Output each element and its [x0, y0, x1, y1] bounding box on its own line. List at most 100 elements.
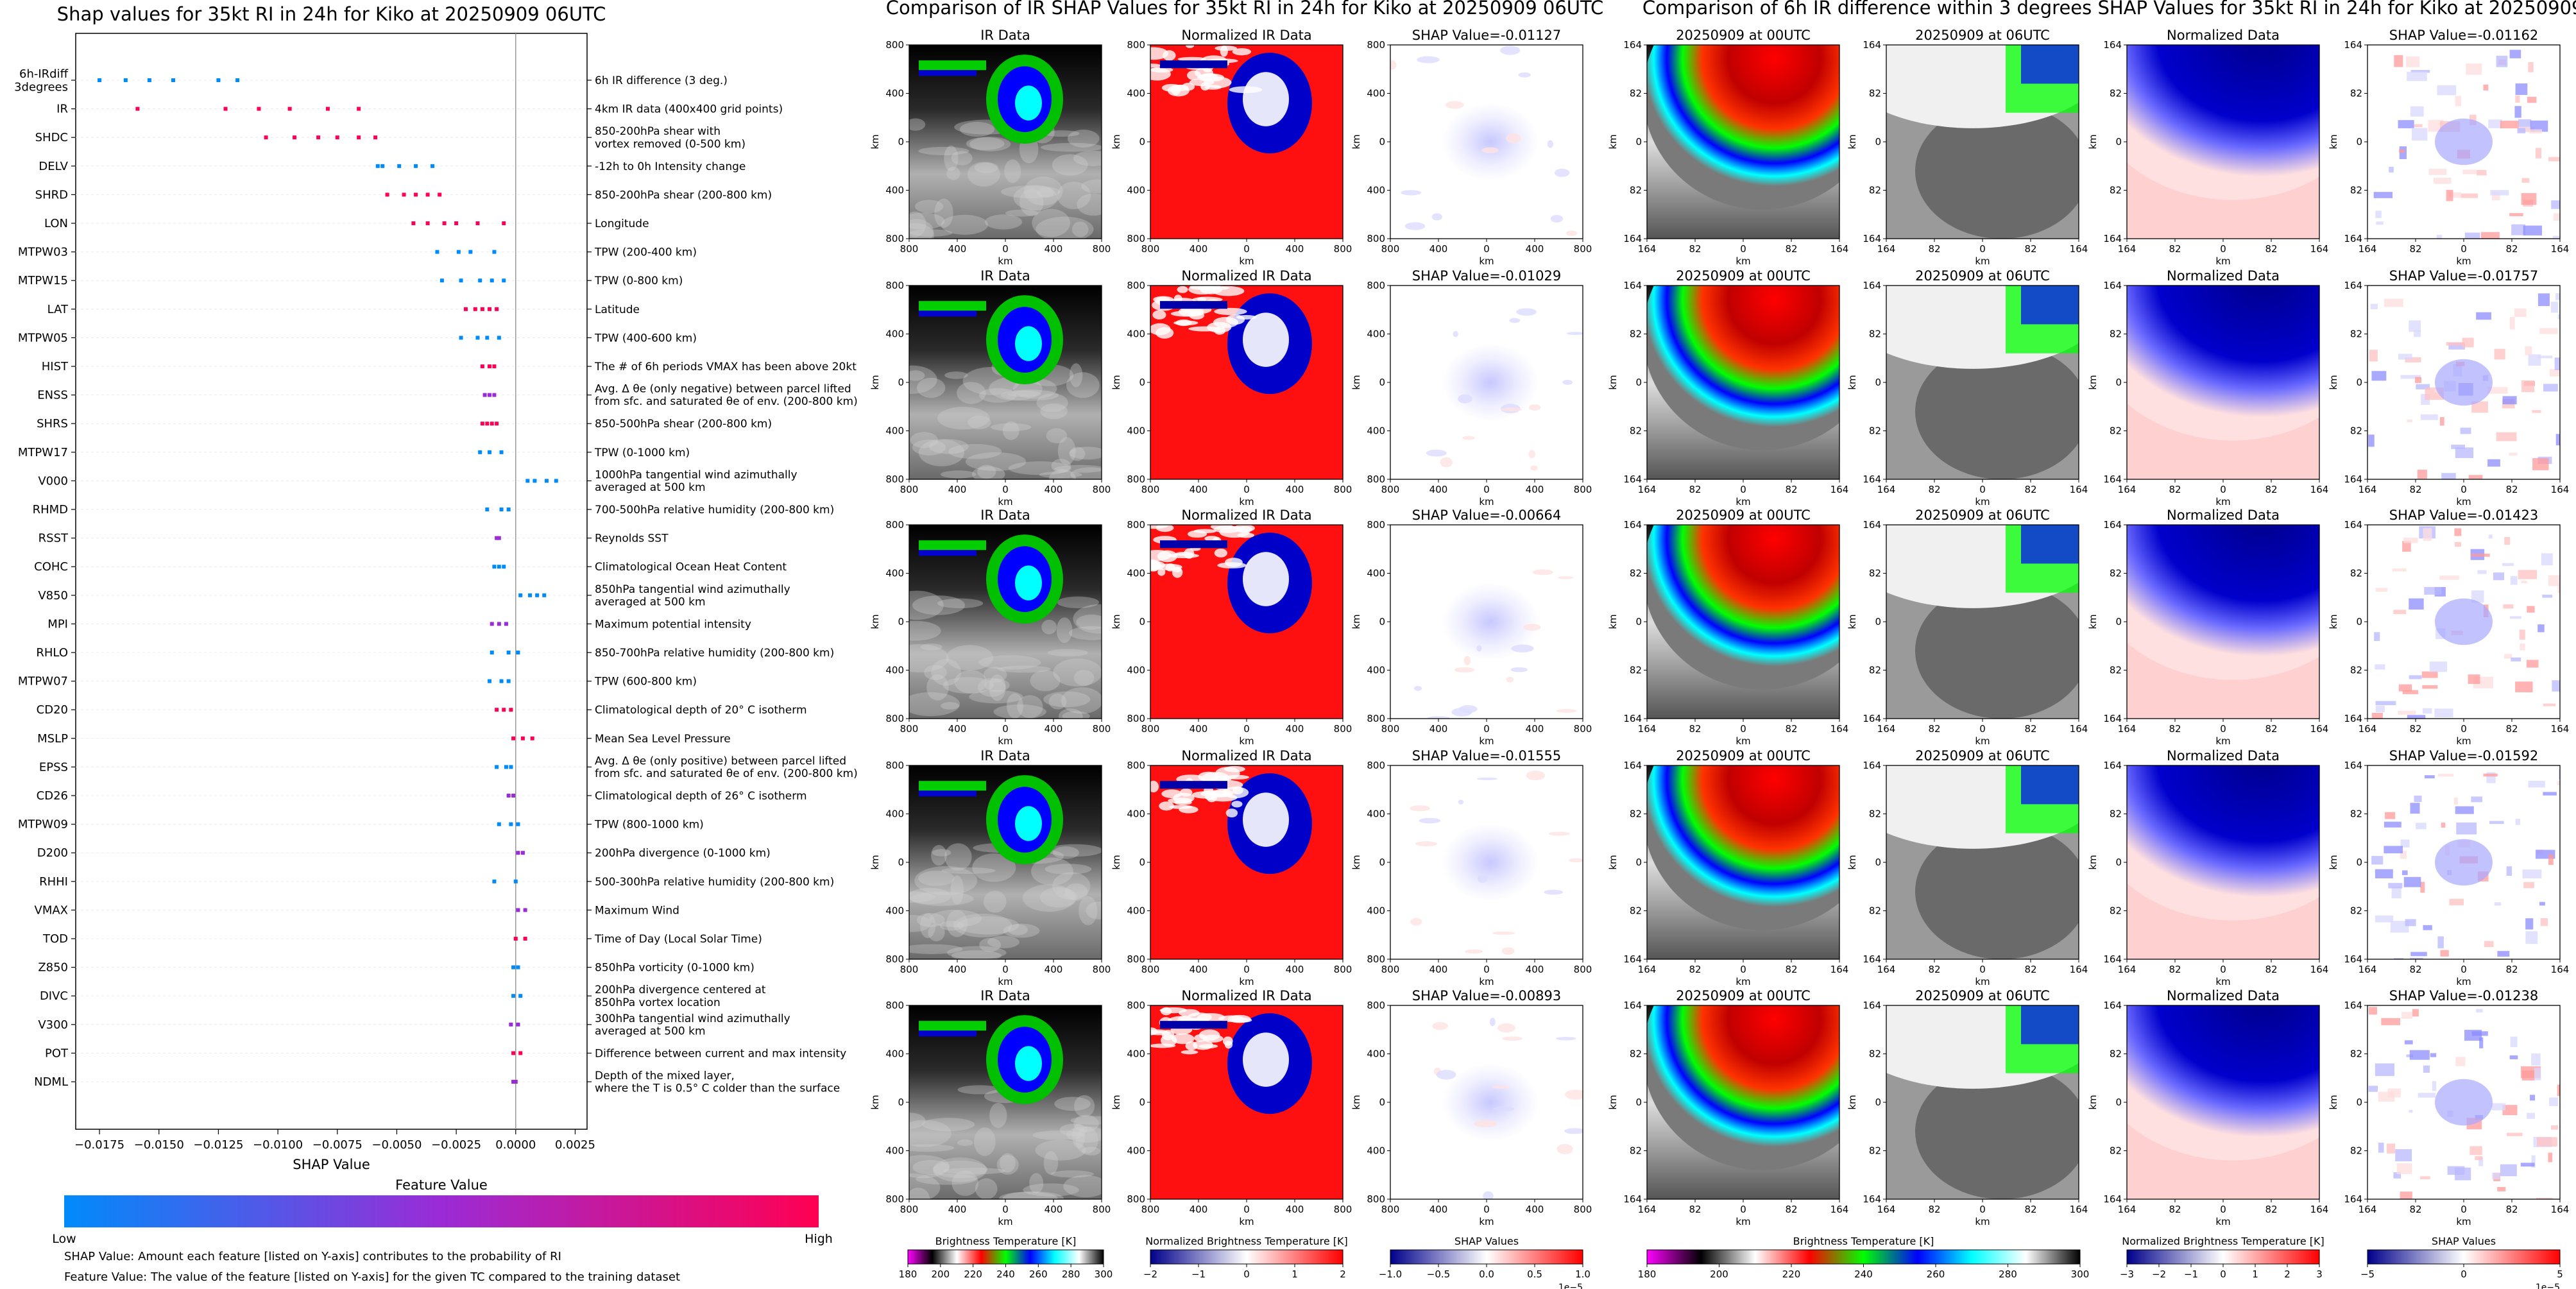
- shap-point: [518, 994, 523, 998]
- x-tick-label: 0: [2461, 964, 2467, 975]
- x-tick-label: 800: [1334, 243, 1352, 255]
- map-title: Normalized Data: [2167, 748, 2280, 764]
- shap-point: [488, 679, 492, 683]
- y-axis-label: km: [2087, 855, 2099, 869]
- feature-code-label: RSST: [38, 532, 69, 545]
- x-tick-label: 400: [1286, 964, 1304, 975]
- shap-point: [509, 1022, 513, 1027]
- y-axis-label: km: [1607, 1095, 1619, 1109]
- y-tick-label: 0: [1379, 616, 1385, 627]
- shap-point: [495, 765, 499, 769]
- y-tick-label: 400: [1127, 905, 1145, 917]
- y-tick-label: 400: [885, 568, 904, 579]
- shap-point: [535, 593, 540, 597]
- colorbar-gradient: [1390, 1249, 1583, 1265]
- y-tick-label: 800: [885, 1000, 904, 1011]
- y-tick-label: 82: [2110, 1145, 2122, 1157]
- feature-description: 850-700hPa relative humidity (200-800 km…: [595, 647, 834, 660]
- y-tick-label: 82: [2350, 568, 2362, 579]
- map-panel: 20250909 at 00UTC1641648282008282164164k…: [1607, 988, 1849, 1227]
- y-tick-label: 400: [885, 1048, 904, 1060]
- y-tick-label: 0: [2115, 616, 2122, 627]
- shap-point: [506, 794, 511, 798]
- x-tick-label: 164: [2070, 964, 2088, 975]
- map-panel: SHAP Value=-0.01238164164828200828216416…: [2328, 988, 2569, 1227]
- x-axis-label: km: [998, 976, 1012, 987]
- y-tick-label: 400: [885, 88, 904, 99]
- feature-code-label: RHLO: [36, 646, 68, 660]
- map-panel: Normalized Data1641648282008282164164kmk…: [2087, 508, 2328, 747]
- y-axis-label: km: [2328, 855, 2339, 869]
- map-panel: Normalized Data1641648282008282164164kmk…: [2087, 28, 2328, 267]
- x-tick-label: −0.0175: [74, 1138, 124, 1152]
- x-axis-label: km: [2456, 255, 2471, 267]
- map-title: Normalized IR Data: [1181, 268, 1311, 284]
- x-tick-label: 164: [2118, 723, 2137, 735]
- y-tick-label: 164: [1863, 39, 1881, 51]
- map-image: [1886, 765, 2079, 959]
- y-tick-label: 800: [1367, 1193, 1385, 1205]
- x-axis-label: km: [2215, 1216, 2230, 1227]
- feature-code-label: NDML: [34, 1075, 68, 1089]
- x-tick-label: 82: [1928, 243, 1940, 255]
- y-tick-label: 164: [2103, 713, 2122, 724]
- feature-description: The # of 6h periods VMAX has been above …: [594, 361, 857, 373]
- x-tick-label: 800: [1574, 1204, 1592, 1215]
- y-tick-label: 400: [1367, 665, 1385, 676]
- y-axis-label: km: [869, 134, 881, 149]
- shap-point: [459, 336, 463, 340]
- x-tick-label: 800: [1141, 1204, 1160, 1215]
- map-panel: Normalized IR Data8008004004000040040080…: [1111, 28, 1352, 267]
- y-tick-label: 164: [2344, 519, 2362, 531]
- x-tick-label: 164: [2551, 964, 2570, 975]
- feature-description: Time of Day (Local Solar Time): [594, 933, 762, 946]
- map-title: Normalized Data: [2167, 268, 2280, 284]
- y-tick-label: 800: [885, 953, 904, 965]
- y-tick-label: 164: [2344, 953, 2362, 965]
- colorbar-tick-label: 2: [2284, 1268, 2290, 1280]
- x-tick-label: 400: [1429, 484, 1448, 495]
- map-image: [2367, 286, 2560, 479]
- colorbar-tick-label: 200: [1710, 1268, 1728, 1280]
- x-tick-label: 164: [2358, 964, 2377, 975]
- x-tick-label: 0.0000: [495, 1138, 536, 1152]
- x-tick-label: 82: [1785, 964, 1797, 975]
- shap-point: [216, 78, 221, 82]
- shap-point: [513, 937, 518, 941]
- feature-description: Avg. Δ θe (only positive) between parcel…: [595, 755, 858, 780]
- x-tick-label: 400: [948, 484, 967, 495]
- y-axis-label: km: [1111, 614, 1122, 629]
- feature-code-label: MTPW05: [18, 331, 68, 345]
- y-tick-label: 400: [885, 665, 904, 676]
- y-tick-label: 400: [1127, 329, 1145, 340]
- x-tick-label: 164: [1830, 1204, 1849, 1215]
- feature-code-label: EPSS: [39, 760, 68, 774]
- feature-description: 850hPa tangential wind azimuthally averag…: [595, 583, 790, 609]
- y-tick-label: 164: [2344, 280, 2362, 291]
- feature-code-label: IR: [56, 103, 68, 116]
- y-tick-label: 0: [2356, 616, 2362, 627]
- shap-point: [488, 393, 492, 397]
- x-tick-label: 164: [1638, 964, 1657, 975]
- y-tick-label: 0: [898, 377, 904, 388]
- shap-point: [357, 107, 361, 111]
- shap-point: [431, 164, 435, 168]
- colorbar: Brightness Temperature [K] 180 200 220 240 26…: [899, 1235, 1113, 1280]
- shap-point: [316, 135, 321, 140]
- x-tick-label: 164: [2358, 723, 2377, 735]
- y-tick-label: 164: [1623, 280, 1642, 291]
- y-tick-label: 0: [1635, 377, 1642, 388]
- x-axis-label: km: [2456, 1216, 2471, 1227]
- y-tick-label: 800: [1367, 713, 1385, 724]
- x-tick-label: 164: [2551, 484, 2570, 495]
- y-tick-label: 0: [1379, 136, 1385, 148]
- shap-summary-plot: Shap values for 35kt RI in 24h for Kiko …: [14, 3, 858, 1284]
- map-image: [2367, 1005, 2560, 1199]
- x-tick-label: 0: [1002, 1204, 1009, 1215]
- x-tick-label: 400: [1190, 723, 1208, 735]
- x-tick-label: 800: [1093, 484, 1111, 495]
- y-tick-label: 82: [2350, 808, 2362, 820]
- shap-point: [123, 78, 128, 82]
- x-tick-label: 82: [2409, 243, 2421, 255]
